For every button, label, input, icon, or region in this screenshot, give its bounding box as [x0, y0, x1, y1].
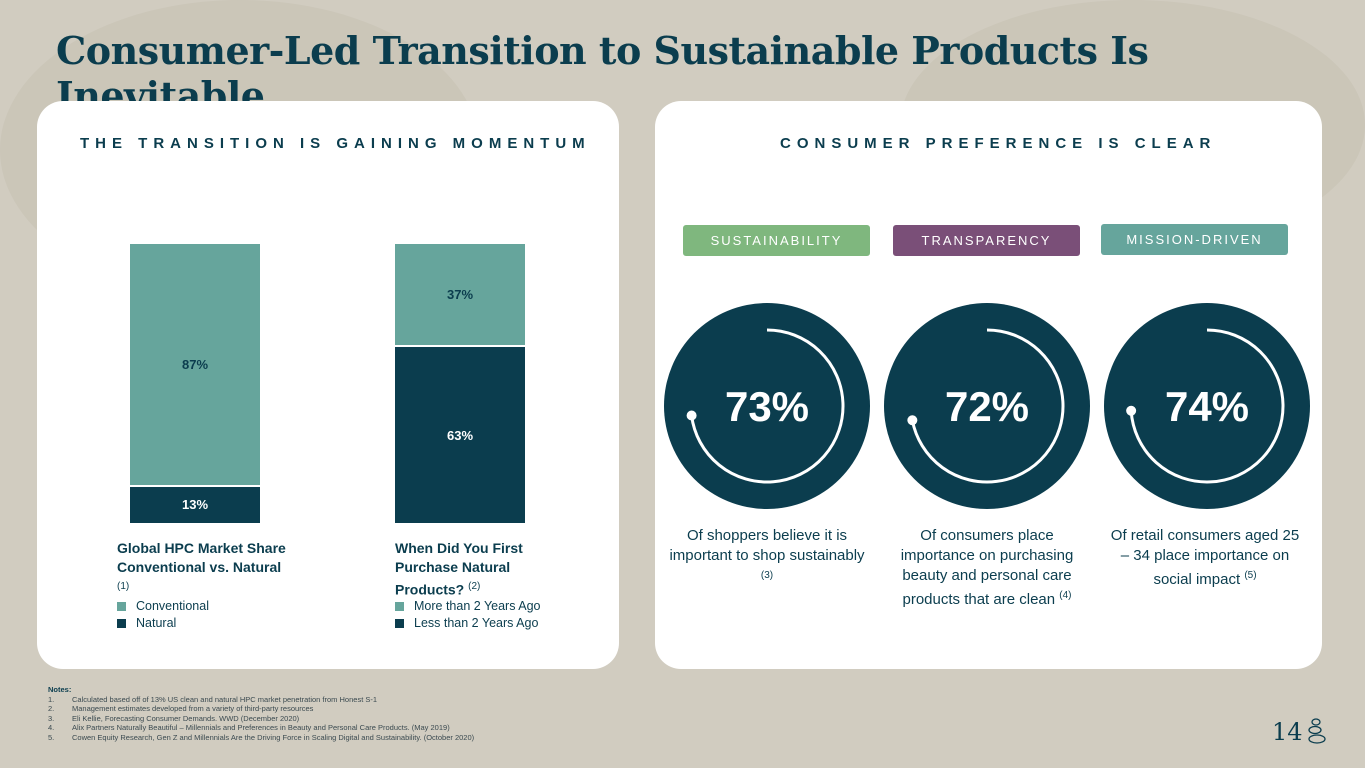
stat-value: 74% — [1165, 383, 1249, 430]
footnotes: Notes: 1. Calculated based off of 13% US … — [48, 685, 668, 742]
bar-segment-more-than-2-years: 37% — [395, 244, 525, 346]
footnote: 5. Cowen Equity Research, Gen Z and Mille… — [48, 732, 475, 742]
progress-ring-transparency: 72% — [884, 303, 1090, 509]
ring-background — [664, 303, 870, 509]
tag-sustainability: SUSTAINABILITY — [683, 225, 870, 256]
legend-item: Natural — [117, 615, 209, 632]
ring-background — [884, 303, 1090, 509]
bar-segment-natural: 13% — [130, 486, 260, 523]
stat-value: 72% — [945, 383, 1029, 430]
footnote: 1. Calculated based off of 13% US clean a… — [48, 694, 378, 704]
ring-end-dot — [907, 415, 918, 426]
chart-caption: Global HPC Market Share Conventional vs.… — [117, 540, 286, 592]
footnote: 2. Management estimates developed from a … — [48, 704, 314, 713]
tag-mission-driven: MISSION-DRIVEN — [1101, 224, 1288, 255]
bar-segment-less-than-2-years: 63% — [395, 347, 525, 523]
notes-heading: Notes: — [48, 685, 72, 694]
data-label: 87% — [181, 356, 209, 372]
stat-description: Of retail consumers aged 25 – 34 place i… — [1110, 527, 1300, 588]
tag-transparency: TRANSPARENCY — [893, 225, 1080, 256]
ring-end-dot — [1126, 405, 1137, 416]
legend-item: Conventional — [117, 598, 209, 615]
ring-end-dot — [686, 410, 697, 421]
legend-item: More than 2 Years Ago — [395, 598, 540, 615]
stacked-bar-market-share: 87% 13% — [130, 244, 260, 523]
card-heading: CONSUMER PREFERENCE IS CLEAR — [780, 135, 1217, 152]
card-heading: THE TRANSITION IS GAINING MOMENTUM — [80, 135, 591, 152]
data-label: 37% — [446, 287, 474, 303]
data-label: 13% — [181, 497, 209, 513]
data-label: 63% — [446, 427, 474, 443]
consumer-preference-card: CONSUMER PREFERENCE IS CLEAR SUSTAINABIL… — [655, 101, 1322, 669]
progress-ring-mission-driven: 74% — [1104, 303, 1310, 509]
footnote: 3. Eli Kellie, Forecasting Consumer Deman… — [48, 713, 300, 723]
ring-progress-arc — [690, 328, 845, 484]
stacked-bar-first-purchase: 37% 63% — [395, 244, 525, 523]
ring-background — [1104, 303, 1310, 509]
transition-card: THE TRANSITION IS GAINING MOMENTUM 87% 1… — [37, 101, 619, 669]
stacked-stones-logo-icon — [1308, 718, 1326, 744]
ring-progress-arc — [1129, 328, 1285, 484]
ring-progress-arc — [910, 328, 1065, 484]
legend-item: Less than 2 Years Ago — [395, 615, 540, 632]
stat-description: Of consumers place importance on purchas… — [900, 527, 1074, 608]
progress-ring-sustainability: 73% — [664, 303, 870, 509]
footnote: 4. Alix Partners Naturally Beautiful – Mi… — [48, 723, 450, 732]
stat-value: 73% — [725, 383, 809, 430]
legend: Conventional Natural — [117, 598, 209, 632]
bar-segment-conventional: 87% — [130, 244, 260, 485]
stat-description: Of shoppers believe it is important to s… — [669, 527, 865, 581]
page-number: 14 — [1272, 718, 1303, 746]
chart-caption: When Did You First Purchase Natural Prod… — [395, 540, 523, 598]
legend: More than 2 Years Ago Less than 2 Years … — [395, 598, 540, 632]
